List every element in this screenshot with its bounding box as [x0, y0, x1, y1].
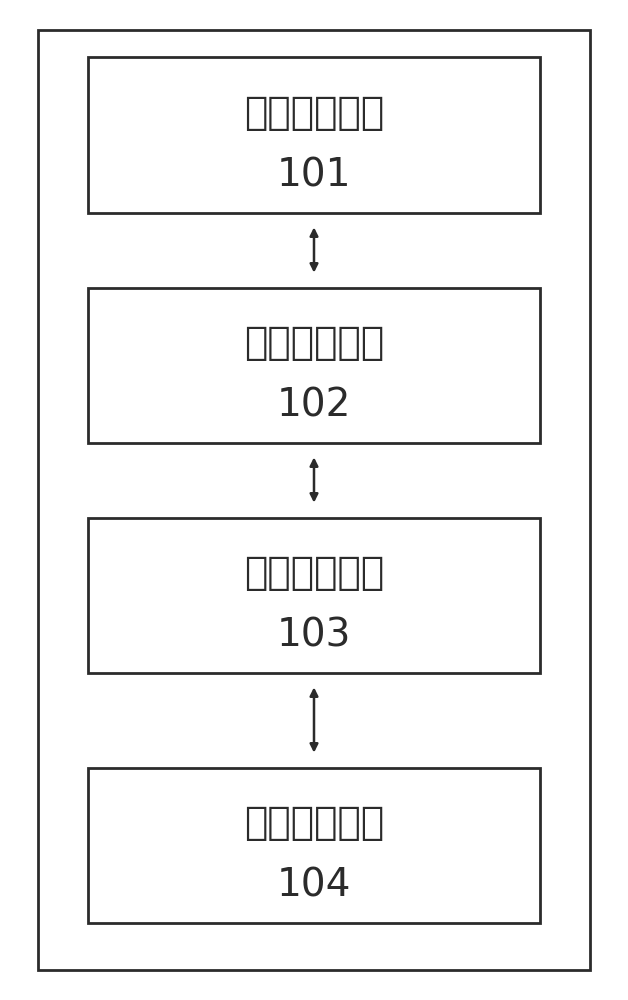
Text: 102: 102: [277, 386, 351, 424]
Text: 101: 101: [277, 156, 351, 194]
Text: 应用终端模块: 应用终端模块: [244, 804, 384, 842]
Bar: [88, 518, 540, 672]
Text: 104: 104: [277, 866, 351, 904]
Text: 智能感知模块: 智能感知模块: [244, 324, 384, 362]
Bar: [88, 288, 540, 442]
Bar: [88, 768, 540, 922]
Text: 服务设备模块: 服务设备模块: [244, 554, 384, 592]
Bar: [38, 30, 590, 970]
Text: 103: 103: [277, 616, 351, 654]
Bar: [88, 57, 540, 213]
Text: 电源分布模块: 电源分布模块: [244, 94, 384, 132]
